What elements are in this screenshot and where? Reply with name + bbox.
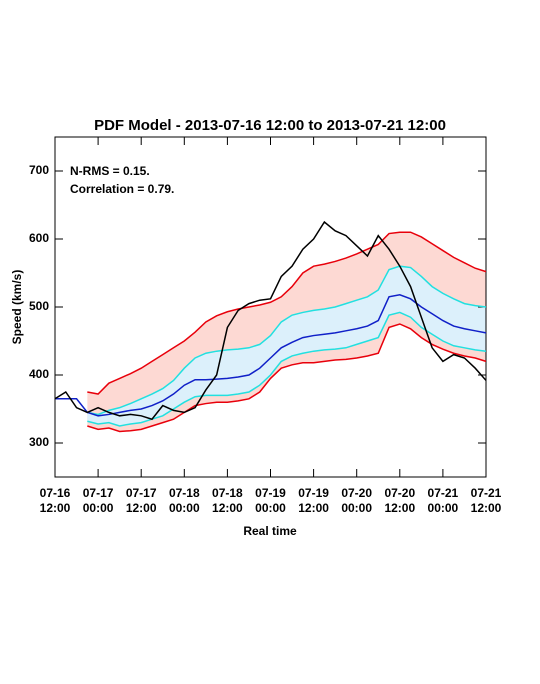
y-tick-label: 300 bbox=[29, 435, 49, 449]
chart-title: PDF Model - 2013-07-16 12:00 to 2013-07-… bbox=[94, 117, 446, 134]
x-tick-label: 07-21 12:00 bbox=[470, 486, 502, 515]
y-tick-label: 500 bbox=[29, 299, 49, 313]
series-line bbox=[54, 220, 487, 421]
series-line bbox=[87, 265, 487, 416]
x-tick-label: 07-17 00:00 bbox=[82, 486, 114, 515]
x-axis-label: Real time bbox=[243, 524, 297, 538]
x-tick-label: 07-21 00:00 bbox=[427, 486, 459, 515]
y-tick-label: 700 bbox=[29, 163, 49, 177]
y-axis-label: Speed (km/s) bbox=[10, 270, 24, 345]
x-tick-label: 07-19 12:00 bbox=[298, 486, 329, 515]
band-fill bbox=[87, 266, 486, 426]
x-tick-label: 07-19 00:00 bbox=[255, 486, 286, 515]
x-tick-label: 07-20 12:00 bbox=[384, 486, 416, 515]
x-tick-label: 07-20 00:00 bbox=[341, 486, 373, 515]
series-line bbox=[87, 323, 487, 433]
y-tick-label: 600 bbox=[29, 231, 49, 245]
series-line bbox=[87, 311, 487, 427]
annotation: N-RMS = 0.15. bbox=[70, 164, 150, 178]
x-tick-label: 07-18 12:00 bbox=[212, 486, 243, 515]
series-line bbox=[87, 231, 487, 395]
y-tick-label: 400 bbox=[29, 367, 49, 381]
x-tick-label: 07-16 12:00 bbox=[39, 486, 71, 515]
x-tick-label: 07-17 12:00 bbox=[125, 486, 157, 515]
x-tick-label: 07-18 00:00 bbox=[168, 486, 200, 515]
series-line bbox=[55, 293, 487, 417]
annotation: Correlation = 0.79. bbox=[70, 182, 174, 196]
fills bbox=[87, 232, 486, 432]
